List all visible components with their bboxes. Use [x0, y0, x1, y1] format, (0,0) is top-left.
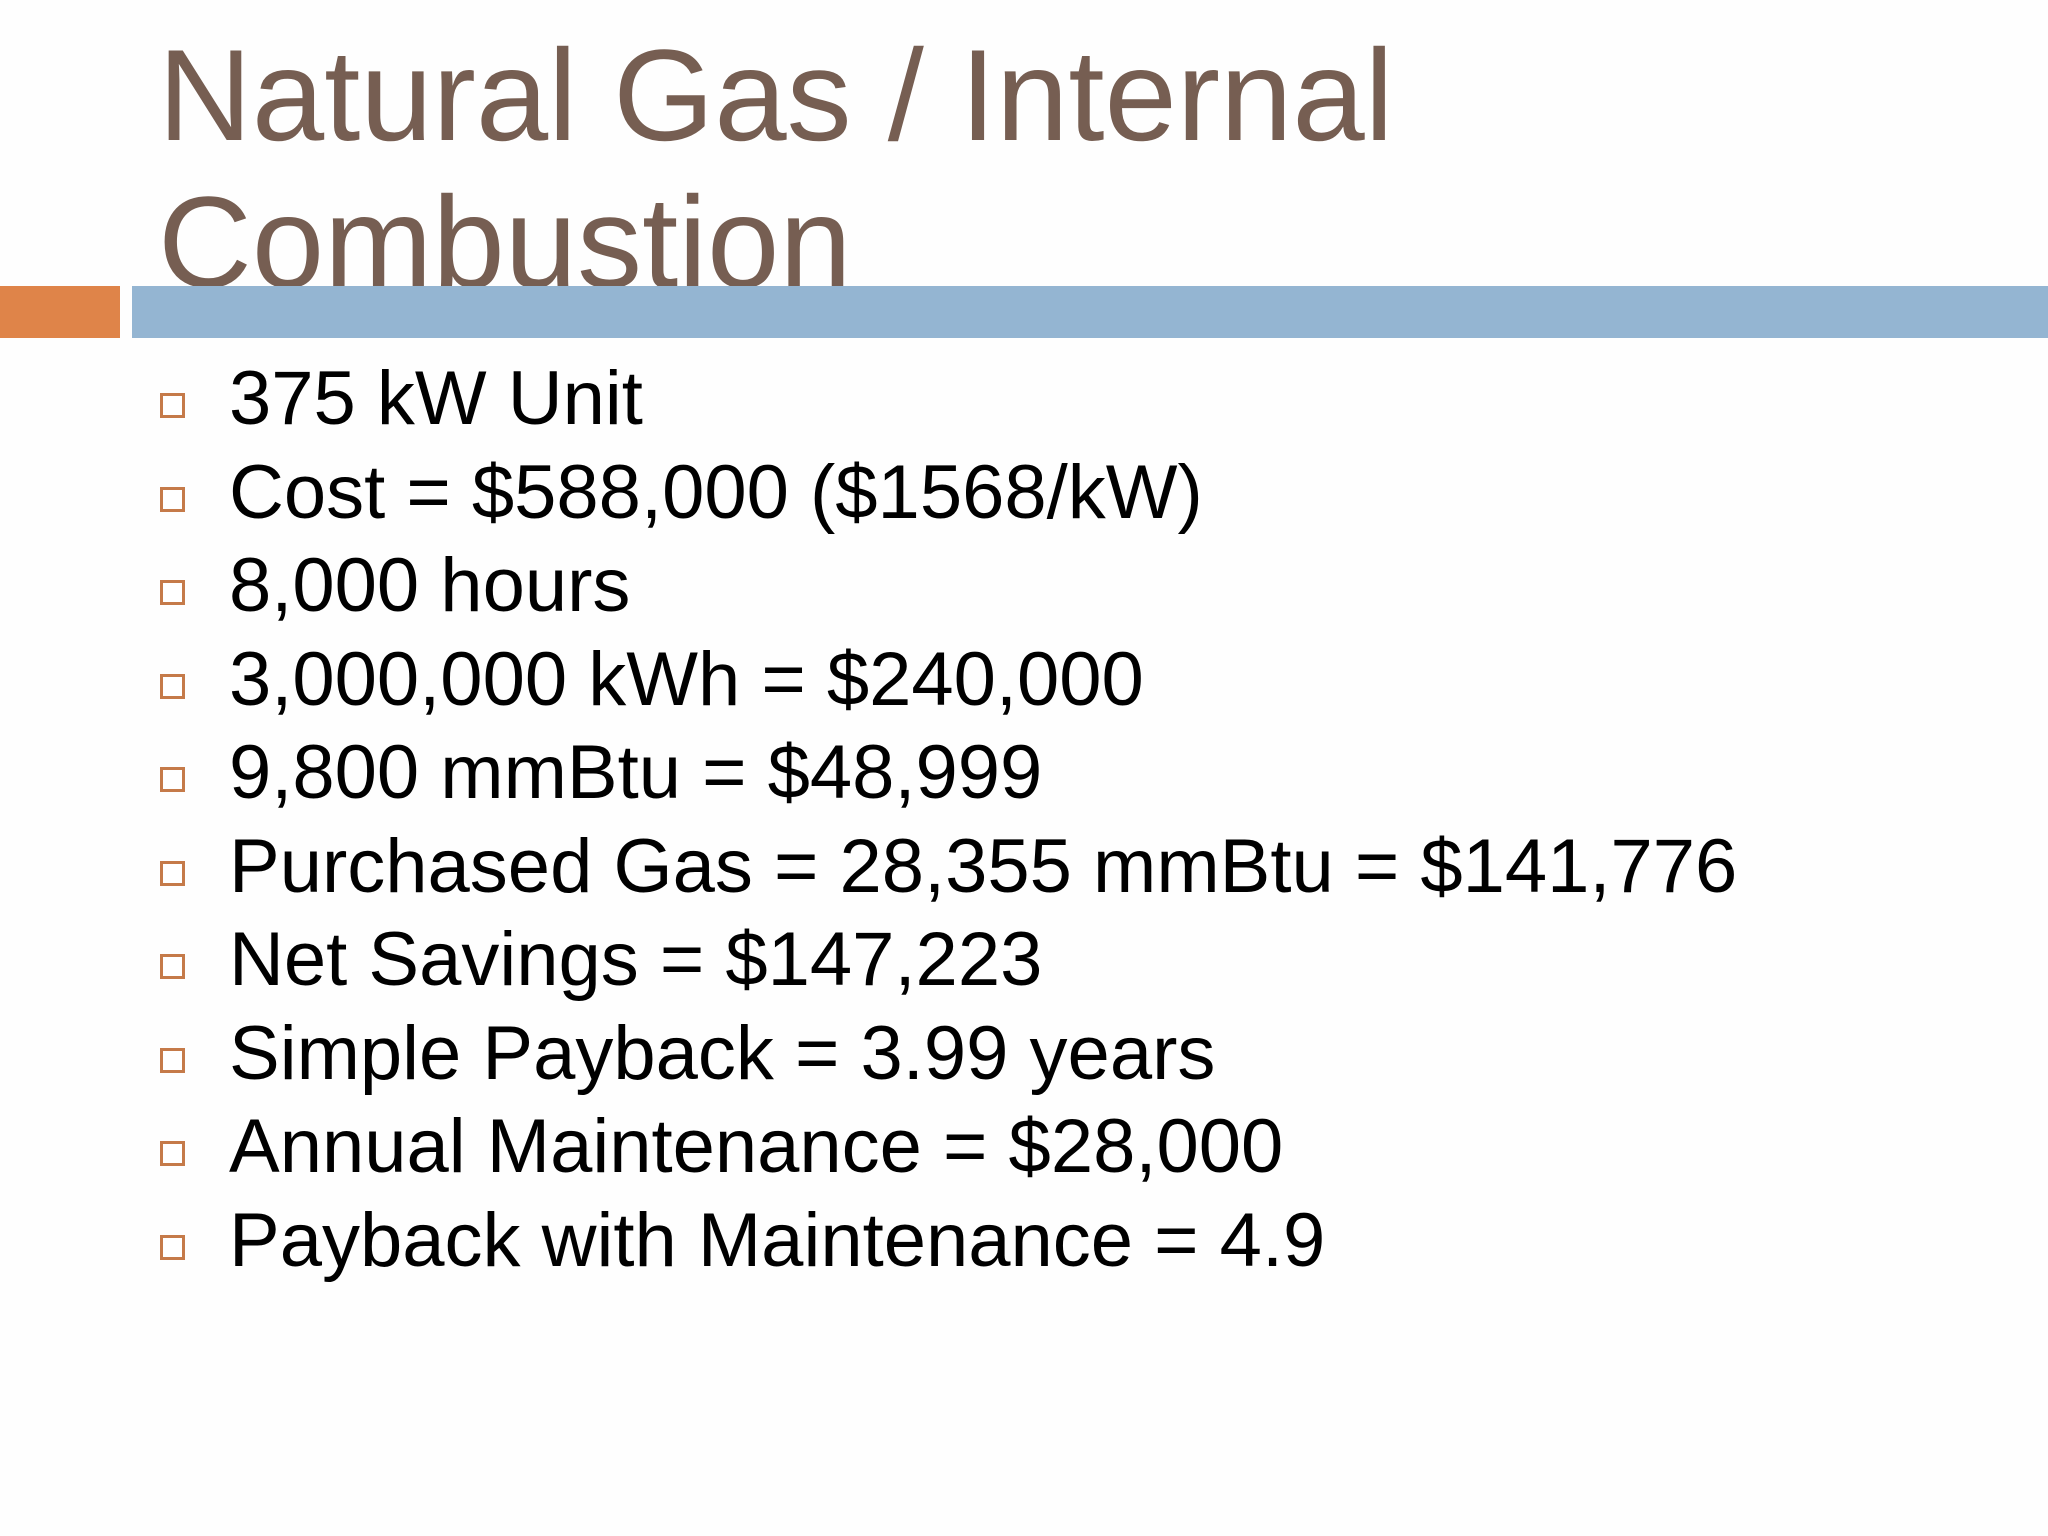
list-item: 9,800 mmBtu = $48,999	[160, 726, 1737, 820]
list-item: 8,000 hours	[160, 539, 1737, 633]
list-item: Net Savings = $147,223	[160, 913, 1737, 1007]
bullet-list: 375 kW Unit Cost = $588,000 ($1568/kW) 8…	[160, 352, 1737, 1287]
list-item: Payback with Maintenance = 4.9	[160, 1194, 1737, 1288]
hollow-square-bullet-icon	[160, 486, 185, 512]
hollow-square-bullet-icon	[160, 1141, 185, 1167]
accent-bar	[0, 286, 120, 338]
hollow-square-bullet-icon	[160, 1234, 185, 1260]
bullet-text: Payback with Maintenance = 4.9	[229, 1197, 1326, 1283]
hollow-square-bullet-icon	[160, 767, 185, 793]
bullet-text: 8,000 hours	[229, 543, 631, 629]
hollow-square-bullet-icon	[160, 1047, 185, 1073]
list-item: 3,000,000 kWh = $240,000	[160, 633, 1737, 727]
bullet-text: 375 kW Unit	[229, 356, 643, 442]
bullet-text: 9,800 mmBtu = $48,999	[229, 730, 1043, 816]
bullet-text: Simple Payback = 3.99 years	[229, 1010, 1216, 1096]
list-item: Purchased Gas = 28,355 mmBtu = $141,776	[160, 820, 1737, 914]
list-item: Annual Maintenance = $28,000	[160, 1100, 1737, 1194]
bullet-text: Cost = $588,000 ($1568/kW)	[229, 449, 1203, 535]
hollow-square-bullet-icon	[160, 393, 185, 419]
bullet-text: Net Savings = $147,223	[229, 917, 1043, 1003]
list-item: 375 kW Unit	[160, 352, 1737, 446]
bullet-text: Annual Maintenance = $28,000	[229, 1104, 1284, 1190]
list-item: Simple Payback = 3.99 years	[160, 1007, 1737, 1101]
hollow-square-bullet-icon	[160, 954, 185, 980]
list-item: Cost = $588,000 ($1568/kW)	[160, 446, 1737, 540]
bullet-text: 3,000,000 kWh = $240,000	[229, 636, 1144, 722]
hollow-square-bullet-icon	[160, 860, 185, 886]
slide-title-line-1: Natural Gas / Internal	[158, 22, 1394, 168]
hollow-square-bullet-icon	[160, 580, 185, 606]
title-divider-bar	[132, 286, 2048, 338]
bullet-text: Purchased Gas = 28,355 mmBtu = $141,776	[229, 823, 1738, 909]
hollow-square-bullet-icon	[160, 673, 185, 699]
slide-title: Natural Gas / Internal Combustion	[158, 22, 1858, 316]
